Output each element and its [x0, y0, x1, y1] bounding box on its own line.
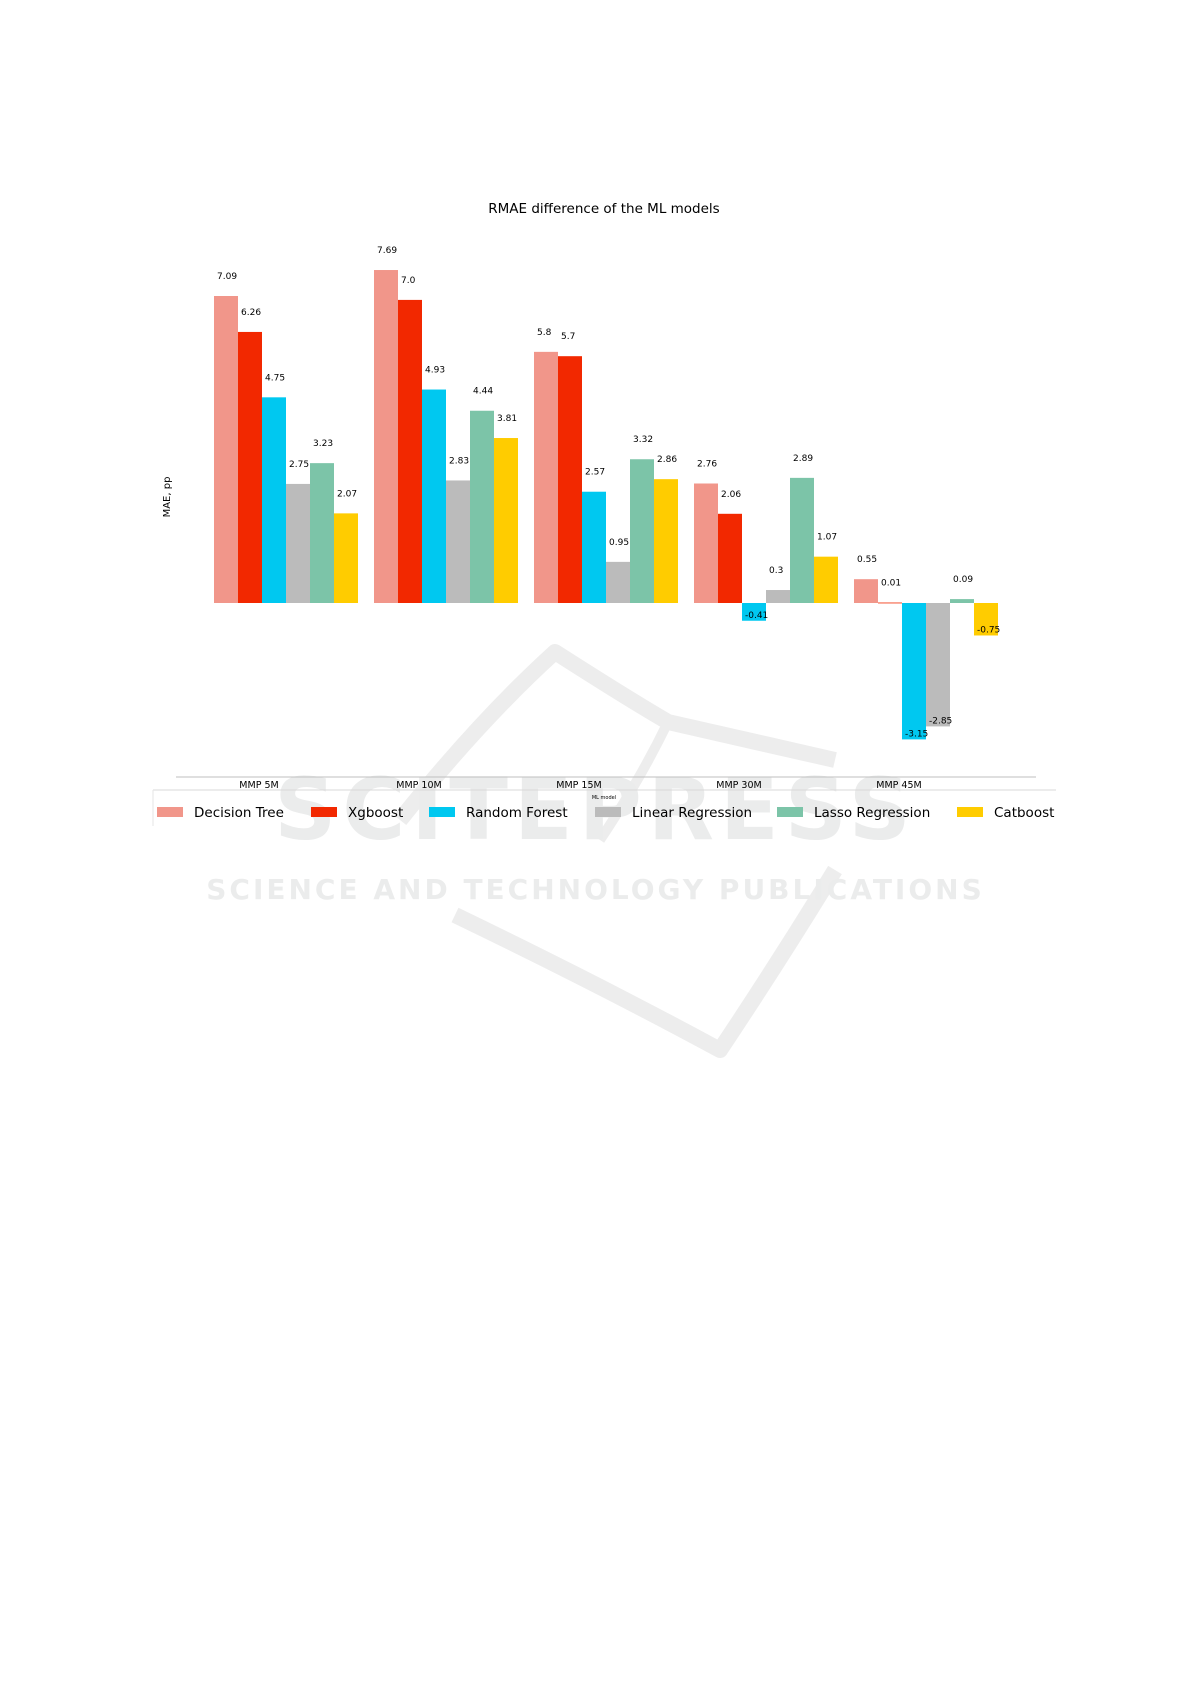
bar-value-label: 2.75: [289, 460, 309, 470]
bar-0-4: [854, 579, 878, 603]
bar-value-label: 7.69: [377, 246, 397, 256]
bar-value-label: 1.07: [817, 533, 837, 543]
legend-swatch: [429, 807, 455, 817]
bar-1-0: [238, 331, 262, 603]
x-tick-label: MMP 15M: [556, 780, 601, 791]
bar-2-2: [582, 491, 606, 603]
chart-title: RMAE difference of the ML models: [488, 201, 719, 217]
bar-value-label: -3.15: [905, 729, 928, 739]
bar-value-label: 3.32: [633, 435, 653, 445]
bar-3-4: [926, 603, 950, 727]
bar-value-label: 2.83: [449, 456, 469, 466]
bar-1-4: [878, 602, 902, 604]
bar-value-label: 5.7: [561, 332, 575, 342]
legend-label: Linear Regression: [632, 805, 752, 821]
bar-value-label: 0.95: [609, 538, 629, 548]
bar-value-label: 6.26: [241, 308, 261, 318]
bar-5-3: [814, 556, 838, 603]
watermark-subtitle: SCIENCE AND TECHNOLOGY PUBLICATIONS: [206, 873, 985, 906]
bar-1-3: [718, 513, 742, 603]
bar-4-1: [470, 410, 494, 603]
legend-swatch: [777, 807, 803, 817]
bar-0-0: [214, 296, 238, 603]
bar-0-1: [374, 270, 398, 603]
legend-swatch: [311, 807, 337, 817]
bar-5-4: [974, 603, 998, 636]
bar-value-label: 7.09: [217, 272, 237, 282]
bar-value-label: -2.85: [929, 716, 952, 726]
y-axis-label: MAE, pp: [162, 477, 173, 518]
bar-value-label: 4.75: [265, 373, 285, 383]
bar-value-label: 7.0: [401, 276, 416, 286]
legend-swatch: [957, 807, 983, 817]
bar-value-label: 0.09: [953, 575, 973, 585]
x-tick-label: MMP 10M: [396, 780, 441, 791]
bar-5-1: [494, 438, 518, 603]
bar-0-3: [694, 483, 718, 603]
bar-value-label: 3.23: [313, 439, 333, 449]
bar-3-2: [606, 561, 630, 603]
bar-value-label: 0.55: [857, 555, 877, 565]
bar-5-0: [334, 513, 358, 603]
bar-value-label: 0.01: [881, 579, 901, 589]
bar-3-0: [286, 483, 310, 603]
bar-4-4: [950, 599, 974, 603]
bar-value-label: 2.07: [337, 489, 357, 499]
bar-1-2: [558, 356, 582, 603]
bar-value-label: 5.8: [537, 328, 552, 338]
x-tick-label: MMP 5M: [239, 780, 278, 791]
legend: Decision Tree Xgboost Random Forest Linear …: [157, 805, 1054, 821]
x-tick-label: MMP 45M: [876, 780, 921, 791]
legend-label: Decision Tree: [194, 805, 284, 821]
bar-0-2: [534, 351, 558, 603]
x-tick-label: MMP 30M: [716, 780, 761, 791]
bar-2-1: [422, 389, 446, 603]
bar-value-label: 2.06: [721, 490, 741, 500]
bar-4-0: [310, 463, 334, 603]
bar-value-label: 4.44: [473, 387, 493, 397]
bar-value-label: 2.57: [585, 468, 605, 478]
bar-value-label: -0.41: [745, 611, 768, 621]
legend-label: Xgboost: [348, 805, 403, 821]
bar-5-2: [654, 479, 678, 603]
legend-swatch: [595, 807, 621, 817]
bar-value-label: 2.86: [657, 455, 677, 465]
bar-4-2: [630, 459, 654, 603]
bar-value-label: 3.81: [497, 414, 517, 424]
bar-value-label: 2.89: [793, 454, 813, 464]
bar-2-0: [262, 397, 286, 603]
bar-4-3: [790, 477, 814, 603]
legend-label: Random Forest: [466, 805, 568, 821]
legend-swatch: [157, 807, 183, 817]
x-axis-label: ML model: [592, 795, 616, 801]
bar-2-4: [902, 603, 926, 740]
bar-3-1: [446, 480, 470, 603]
bar-1-1: [398, 299, 422, 603]
x-tick-labels: MMP 5M MMP 10M MMP 15M MMP 30M MMP 45M: [239, 780, 921, 791]
legend-label: Catboost: [994, 805, 1054, 821]
bar-value-label: 0.3: [769, 566, 783, 576]
bar-2-3: [742, 603, 766, 621]
bar-3-3: [766, 590, 790, 603]
bar-value-label: -0.75: [977, 625, 1000, 635]
legend-label: Lasso Regression: [814, 805, 930, 821]
bar-value-label: 4.93: [425, 366, 445, 376]
bar-value-label: 2.76: [697, 459, 717, 469]
value-labels: 7.09 7.69 5.8 2.76 0.55 6.26 7.0 5.7 2.06 0.01 4.7…: [217, 246, 1000, 739]
bars: [214, 270, 998, 740]
